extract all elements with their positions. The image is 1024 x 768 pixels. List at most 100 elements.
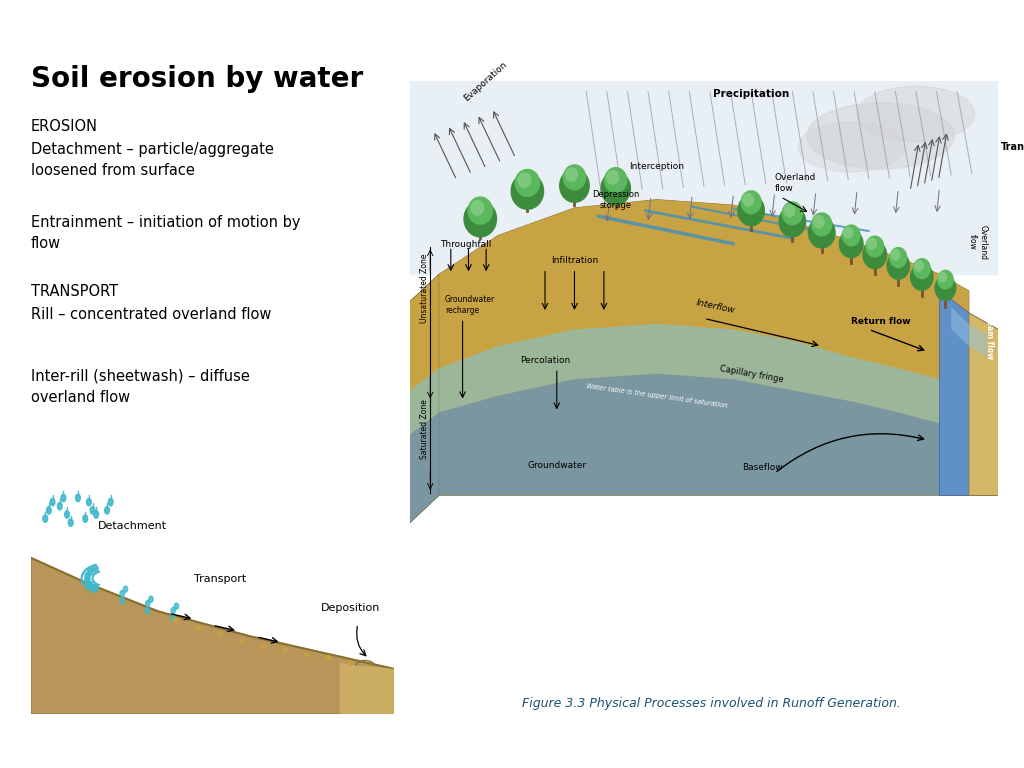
- Polygon shape: [31, 558, 394, 714]
- Ellipse shape: [43, 515, 48, 522]
- Ellipse shape: [148, 596, 154, 602]
- Ellipse shape: [240, 639, 244, 643]
- Ellipse shape: [86, 498, 91, 506]
- Ellipse shape: [741, 191, 761, 214]
- Text: EROSION: EROSION: [31, 119, 97, 134]
- Text: Return flow: Return flow: [851, 317, 910, 326]
- Ellipse shape: [813, 216, 824, 228]
- Ellipse shape: [196, 626, 201, 630]
- Ellipse shape: [890, 247, 906, 267]
- Ellipse shape: [261, 644, 266, 648]
- Text: TRANSPORT: TRANSPORT: [31, 284, 118, 300]
- Text: Inter-rill (sheetwash) – diffuse
overland flow: Inter-rill (sheetwash) – diffuse overlan…: [31, 369, 250, 405]
- Ellipse shape: [171, 607, 175, 614]
- Ellipse shape: [857, 86, 975, 141]
- Text: Groundwater: Groundwater: [527, 461, 587, 470]
- Polygon shape: [951, 307, 987, 357]
- Text: Rill – concentrated overland flow: Rill – concentrated overland flow: [31, 307, 271, 323]
- Ellipse shape: [123, 586, 128, 592]
- Polygon shape: [439, 374, 969, 495]
- Ellipse shape: [518, 173, 530, 187]
- Polygon shape: [940, 291, 998, 495]
- Polygon shape: [340, 663, 394, 714]
- Ellipse shape: [145, 601, 150, 607]
- Text: Overland
flow: Overland flow: [968, 224, 987, 260]
- Ellipse shape: [87, 568, 93, 575]
- Ellipse shape: [742, 194, 754, 206]
- Ellipse shape: [283, 648, 288, 652]
- Text: Stream flow: Stream flow: [985, 307, 994, 359]
- Ellipse shape: [61, 495, 66, 502]
- Polygon shape: [439, 200, 969, 390]
- Ellipse shape: [799, 122, 904, 172]
- Ellipse shape: [782, 202, 802, 225]
- Ellipse shape: [171, 614, 175, 621]
- Ellipse shape: [910, 263, 933, 290]
- Ellipse shape: [738, 195, 764, 226]
- Ellipse shape: [604, 167, 627, 193]
- Ellipse shape: [348, 661, 353, 664]
- Ellipse shape: [304, 653, 309, 657]
- Text: Throughfall: Throughfall: [440, 240, 492, 249]
- Ellipse shape: [471, 200, 483, 215]
- Ellipse shape: [607, 170, 618, 184]
- Ellipse shape: [104, 507, 110, 514]
- Text: Interception: Interception: [630, 162, 684, 171]
- Text: Precipitation: Precipitation: [713, 89, 790, 99]
- Ellipse shape: [887, 253, 909, 279]
- Polygon shape: [969, 313, 998, 495]
- Ellipse shape: [807, 103, 954, 169]
- Text: Overland
flow: Overland flow: [774, 173, 816, 194]
- Ellipse shape: [69, 519, 73, 526]
- Ellipse shape: [464, 201, 497, 237]
- Ellipse shape: [812, 213, 831, 236]
- Text: Capillary fringe: Capillary fringe: [719, 364, 783, 384]
- Polygon shape: [410, 412, 439, 523]
- Ellipse shape: [913, 259, 930, 279]
- Text: Evaporation: Evaporation: [463, 60, 509, 103]
- Text: Water table is the upper limit of saturation: Water table is the upper limit of satura…: [586, 383, 728, 409]
- Ellipse shape: [174, 603, 178, 609]
- Polygon shape: [410, 274, 439, 390]
- Ellipse shape: [468, 197, 493, 224]
- Text: Infiltration: Infiltration: [551, 256, 598, 265]
- Ellipse shape: [938, 270, 953, 289]
- Ellipse shape: [867, 238, 877, 250]
- Text: Entrainment – initiation of motion by
flow: Entrainment – initiation of motion by fl…: [31, 215, 300, 251]
- Ellipse shape: [120, 591, 125, 597]
- Polygon shape: [439, 200, 969, 495]
- Ellipse shape: [120, 598, 125, 604]
- Ellipse shape: [935, 276, 955, 300]
- Ellipse shape: [843, 225, 860, 246]
- Text: Deposition: Deposition: [321, 603, 380, 614]
- Ellipse shape: [565, 168, 578, 181]
- Ellipse shape: [563, 165, 586, 190]
- Ellipse shape: [46, 507, 51, 514]
- Ellipse shape: [90, 507, 95, 514]
- Ellipse shape: [809, 217, 835, 248]
- Polygon shape: [410, 368, 439, 435]
- Ellipse shape: [779, 207, 806, 237]
- Ellipse shape: [57, 502, 62, 510]
- Text: Unsaturated Zone: Unsaturated Zone: [420, 253, 429, 323]
- Ellipse shape: [174, 617, 178, 621]
- Ellipse shape: [914, 260, 924, 271]
- Polygon shape: [410, 274, 439, 523]
- Ellipse shape: [938, 272, 946, 282]
- Polygon shape: [439, 324, 969, 435]
- Ellipse shape: [844, 227, 853, 238]
- Ellipse shape: [83, 515, 88, 522]
- Text: Baseflow: Baseflow: [742, 463, 783, 472]
- Ellipse shape: [863, 241, 887, 269]
- Ellipse shape: [327, 656, 331, 659]
- Ellipse shape: [92, 584, 98, 591]
- Ellipse shape: [109, 498, 113, 506]
- Text: Groundwater
recharge: Groundwater recharge: [444, 295, 496, 315]
- Text: Percolation: Percolation: [520, 356, 570, 365]
- Ellipse shape: [94, 511, 98, 518]
- Ellipse shape: [601, 172, 631, 205]
- Text: Saturated Zone: Saturated Zone: [420, 399, 429, 458]
- Ellipse shape: [217, 632, 222, 636]
- Text: Detachment – particle/aggregate
loosened from surface: Detachment – particle/aggregate loosened…: [31, 142, 273, 178]
- Ellipse shape: [87, 581, 93, 588]
